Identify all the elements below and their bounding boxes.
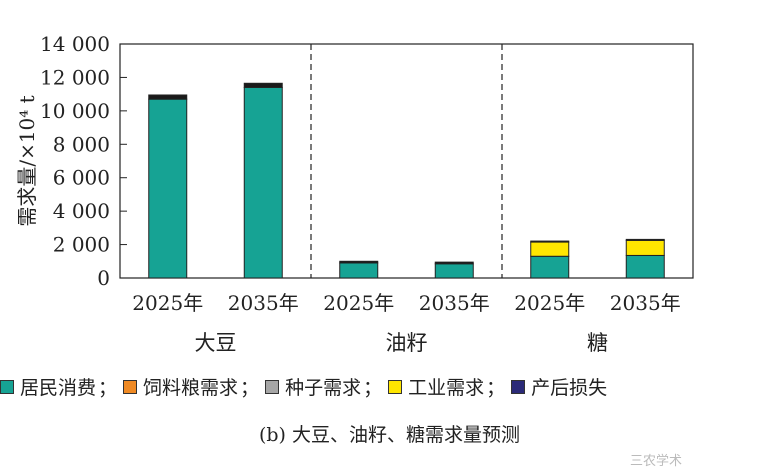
legend-item-seed: 种子需求 ； xyxy=(265,373,388,400)
group-label: 糖 xyxy=(587,331,608,355)
bar-segment xyxy=(530,240,570,243)
legend-item-resident: 居民消费 ； xyxy=(0,373,123,400)
figure-caption: (b) 大豆、油籽、糖需求量预测 xyxy=(258,424,521,446)
bar-segment xyxy=(625,254,665,279)
legend-separator: ； xyxy=(486,377,506,399)
legend-swatch-feed xyxy=(123,379,138,394)
bar-segment xyxy=(243,86,283,279)
bar-segment xyxy=(434,263,474,279)
bar-segment xyxy=(434,261,474,265)
y-tick-label: 4 000 xyxy=(53,199,110,223)
group-label: 大豆 xyxy=(195,331,237,355)
x-tick-label: 2035年 xyxy=(419,291,490,315)
bar-segment xyxy=(530,255,570,279)
x-tick-label: 2025年 xyxy=(323,291,394,315)
bar-segment xyxy=(339,262,379,279)
bar-segment xyxy=(148,94,188,100)
legend-label-seed: 种子需求 xyxy=(285,377,362,399)
legend: 居民消费 ； 饲料粮需求 ； 种子需求 ； 工业需求 ； 产后损失 xyxy=(0,373,779,400)
x-tick-label: 2035年 xyxy=(610,291,681,315)
x-tick-label: 2025年 xyxy=(132,291,203,315)
bar-segment xyxy=(148,98,188,279)
y-tick-label: 2 000 xyxy=(53,233,110,257)
legend-item-industrial: 工业需求 ； xyxy=(388,373,511,400)
y-tick-label: 12 000 xyxy=(40,65,110,89)
legend-label-resident: 居民消费 xyxy=(20,377,97,399)
bar-segment xyxy=(625,239,665,256)
plot-frame xyxy=(119,43,694,279)
legend-swatch-seed xyxy=(265,379,280,394)
legend-swatch-industrial xyxy=(388,379,403,394)
legend-label-industrial: 工业需求 xyxy=(408,377,485,399)
legend-swatch-loss xyxy=(511,379,526,394)
bar-segment xyxy=(339,260,379,264)
legend-label-loss: 产后损失 xyxy=(531,377,608,399)
legend-label-feed: 饲料粮需求 xyxy=(143,377,239,399)
y-tick-label: 14 000 xyxy=(40,32,110,56)
y-tick-label: 10 000 xyxy=(40,99,110,123)
bar-segment xyxy=(625,238,665,241)
legend-separator: ； xyxy=(363,377,383,399)
legend-separator: ； xyxy=(240,377,260,399)
legend-item-feed: 饲料粮需求 ； xyxy=(123,373,265,400)
watermark: 三农学术 xyxy=(630,454,683,469)
legend-separator: ； xyxy=(98,377,118,399)
y-axis-label: 需求量/×10⁴ t xyxy=(15,95,39,226)
y-tick-label: 6 000 xyxy=(53,166,110,190)
bar-segment xyxy=(530,241,570,257)
legend-item-loss: 产后损失 xyxy=(511,373,607,400)
bar-segment xyxy=(243,82,283,88)
x-tick-label: 2025年 xyxy=(514,291,585,315)
x-tick-label: 2035年 xyxy=(228,291,299,315)
y-tick-label: 0 xyxy=(97,266,110,290)
legend-swatch-resident xyxy=(0,379,14,394)
group-label: 油籽 xyxy=(386,331,428,355)
y-tick-label: 8 000 xyxy=(53,132,110,156)
